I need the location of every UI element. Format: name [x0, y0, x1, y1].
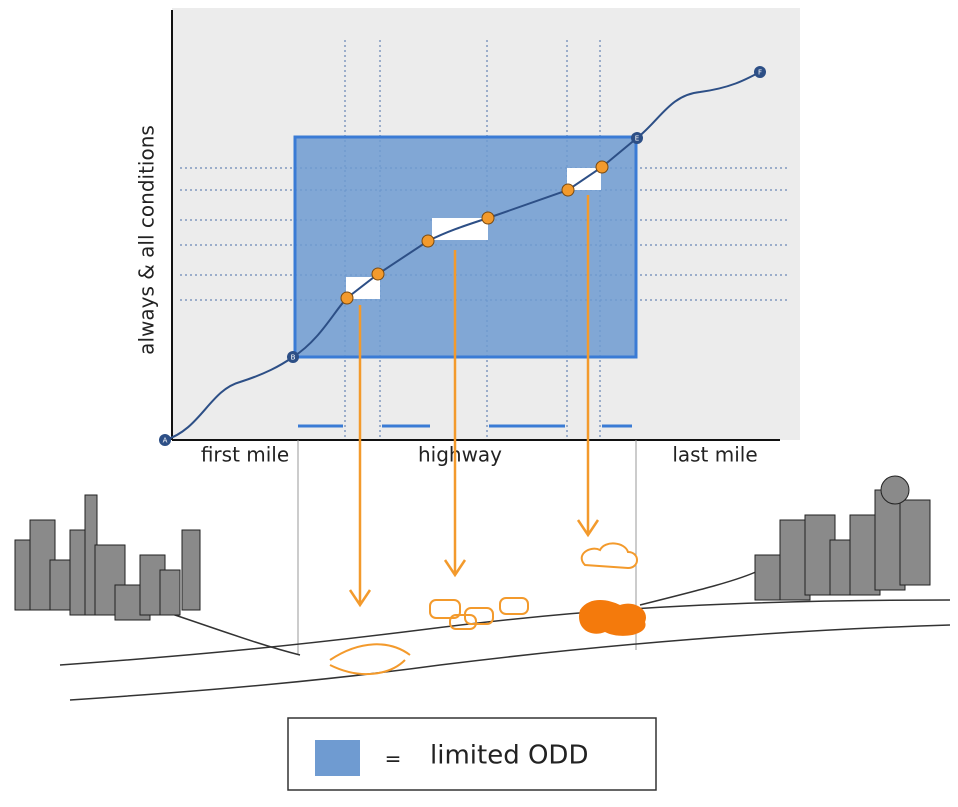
y-axis-label: always & all conditions: [135, 125, 159, 355]
odd-diagram: ABEF always & all conditions first mile …: [0, 0, 958, 807]
city-left: [15, 495, 200, 620]
segment-label: last mile: [672, 443, 757, 467]
node-label: B: [291, 354, 296, 362]
legend-label: limited ODD: [430, 741, 588, 771]
legend-swatch: [315, 740, 360, 776]
node-label: F: [758, 69, 762, 77]
segment-label: first mile: [201, 443, 289, 467]
node-label: E: [635, 135, 639, 143]
node-label: A: [163, 437, 168, 445]
traffic: [430, 598, 528, 629]
segment-label: highway: [418, 443, 502, 467]
legend-symbol: =: [385, 747, 402, 771]
city-right: [755, 476, 930, 600]
